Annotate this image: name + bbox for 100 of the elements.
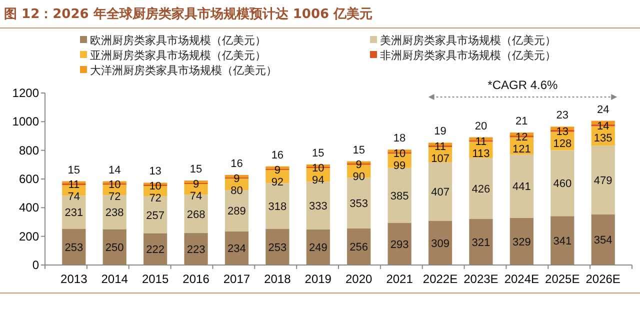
data-label: 15 [190, 164, 202, 176]
data-label: 15 [352, 144, 365, 156]
y-tick-label: 400 [18, 200, 40, 215]
legend-label: 亚洲厨房类家具市场规模（亿美元） [90, 49, 266, 62]
data-label: 74 [68, 191, 80, 204]
data-label: 231 [64, 207, 84, 220]
y-tick-label: 800 [18, 143, 40, 158]
bar [550, 216, 574, 265]
data-label: 113 [472, 148, 490, 160]
data-label: 72 [108, 191, 121, 204]
x-tick-label: 2015 [142, 272, 169, 286]
data-label: 128 [553, 138, 572, 150]
data-label: 238 [105, 207, 124, 220]
data-label: 341 [553, 236, 572, 248]
y-tick-label: 200 [18, 229, 40, 244]
x-tick-label: 2022E [422, 272, 458, 286]
bar [591, 214, 615, 265]
y-tick-label: 600 [18, 172, 40, 186]
x-tick-label: 2025E [545, 272, 580, 286]
data-label: 15 [68, 164, 80, 176]
data-label: 293 [390, 239, 409, 251]
x-tick-label: 2020 [346, 272, 373, 286]
chart-title: 图 12：2026 年全球厨房类家具市场规模预计达 1006 亿美元 [4, 6, 373, 22]
data-label: 253 [268, 242, 287, 254]
bar [510, 154, 534, 218]
data-label: 20 [474, 120, 488, 132]
data-label: 9 [356, 159, 362, 172]
x-tick-label: 2018 [264, 272, 292, 286]
data-label: 234 [228, 243, 246, 256]
bar [184, 233, 208, 265]
x-tick-label: 2017 [223, 272, 250, 286]
data-label: 107 [431, 153, 450, 166]
data-label: 222 [146, 244, 164, 256]
data-label: 16 [230, 158, 243, 170]
legend-label: 欧洲厨房类家具市场规模（亿美元） [90, 34, 266, 47]
data-label: 353 [350, 198, 368, 210]
legend-label: 大洋洲厨房类家具市场规模（亿美元） [90, 64, 277, 77]
data-label: 250 [105, 242, 124, 254]
y-tick-label: 1000 [12, 114, 40, 129]
data-label: 289 [228, 206, 246, 218]
data-label: 329 [512, 236, 531, 248]
data-label: 11 [434, 141, 446, 154]
data-label: 19 [434, 126, 446, 138]
data-label: 13 [556, 126, 569, 138]
data-label: 21 [516, 116, 528, 128]
data-label: 135 [594, 132, 612, 144]
legend-label: 非洲厨房类家具市场规模（亿美元） [380, 49, 556, 62]
data-label: 121 [512, 143, 531, 156]
x-tick-label: 2023E [464, 272, 498, 286]
bar [428, 162, 452, 221]
legend-label: 美洲厨房类家具市场规模（亿美元） [380, 34, 556, 47]
data-label: 74 [190, 190, 202, 202]
data-label: 479 [594, 174, 612, 187]
data-label: 15 [312, 148, 324, 160]
bar [591, 146, 615, 214]
data-label: 253 [64, 242, 84, 254]
data-label: 14 [108, 164, 121, 176]
y-tick-label: 1200 [12, 86, 40, 100]
bar [510, 218, 534, 265]
data-label: 426 [472, 183, 490, 196]
data-label: 354 [594, 234, 612, 247]
data-label: 9 [234, 172, 240, 185]
data-label: 10 [108, 179, 121, 192]
data-label: 11 [475, 136, 487, 148]
bar [388, 223, 412, 265]
data-label: 9 [192, 178, 200, 190]
x-tick-label: 2021 [386, 272, 414, 286]
data-label: 12 [516, 131, 528, 144]
data-label: 16 [271, 149, 284, 162]
data-label: 309 [431, 238, 450, 250]
data-label: 72 [149, 192, 162, 204]
data-label: 9 [274, 164, 280, 176]
bar [266, 228, 290, 265]
data-label: 460 [553, 178, 572, 190]
data-label: 14 [596, 120, 610, 132]
data-label: 90 [352, 171, 365, 184]
y-tick-label: 0 [32, 258, 40, 272]
data-label: 318 [268, 200, 287, 213]
data-label: 385 [390, 190, 409, 202]
data-label: 94 [312, 174, 324, 186]
data-label: 333 [308, 200, 328, 212]
bar [428, 220, 452, 265]
x-tick-label: 2016 [182, 272, 210, 286]
data-label: 10 [312, 162, 324, 174]
data-label: 10 [393, 148, 406, 160]
x-tick-label: 2013 [60, 272, 88, 286]
data-label: 24 [596, 104, 610, 116]
data-label: 407 [431, 186, 450, 199]
x-tick-label: 2024E [504, 272, 540, 286]
data-label: 10 [149, 180, 162, 192]
data-label: 13 [149, 166, 162, 178]
x-tick-label: 2019 [304, 272, 332, 286]
data-label: 268 [186, 208, 206, 221]
bar [62, 228, 86, 265]
data-label: 256 [350, 242, 368, 254]
bar [469, 158, 493, 219]
data-label: 99 [393, 160, 406, 172]
bar [469, 218, 493, 265]
data-label: 257 [146, 210, 164, 222]
bar [388, 168, 412, 224]
